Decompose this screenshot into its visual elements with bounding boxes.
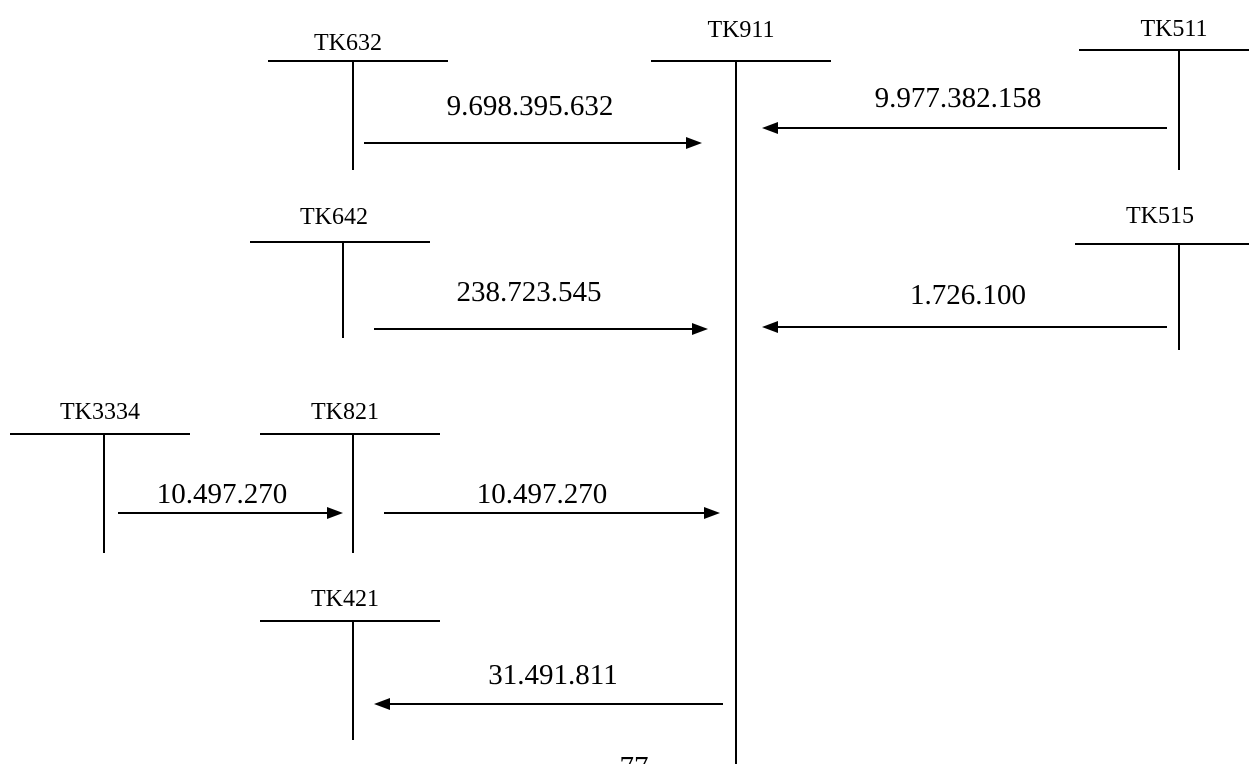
t-account-tk421: TK421	[260, 586, 440, 740]
amount-label-tk3334-tk821: 10.497.270	[157, 478, 288, 510]
t-account-tk511: TK511	[1079, 16, 1249, 170]
amount-label-tk821-tk911: 10.497.270	[477, 478, 608, 510]
t-account-tk632: TK632	[268, 30, 448, 170]
flow-tk821-to-tk911: 10.497.270	[384, 478, 720, 519]
flow-tk3334-to-tk821: 10.497.270	[118, 478, 343, 519]
t-account-tk3334: TK3334	[10, 399, 190, 553]
arrow-head-right	[686, 137, 702, 149]
arrow-head-right	[327, 507, 343, 519]
account-label-tk511: TK511	[1140, 16, 1207, 42]
t-account-tk642: TK642	[250, 204, 430, 338]
arrow-head-left	[762, 321, 778, 333]
account-label-tk821: TK821	[311, 399, 379, 425]
flow-tk642-to-tk911: 238.723.545	[374, 276, 708, 335]
flow-tk911-to-tk421: 31.491.811	[374, 659, 723, 710]
flow-tk515-to-tk911: 1.726.100	[762, 279, 1167, 333]
amount-label-tk911-tk421: 31.491.811	[488, 659, 617, 691]
flow-tk632-to-tk911: 9.698.395.632	[364, 90, 702, 149]
arrow-head-left	[374, 698, 390, 710]
account-label-tk3334: TK3334	[60, 399, 140, 425]
arrow-head-right	[704, 507, 720, 519]
account-label-tk911: TK911	[707, 17, 774, 43]
account-label-tk642: TK642	[300, 204, 368, 230]
arrow-head-left	[762, 122, 778, 134]
t-account-tk515: TK515	[1075, 203, 1249, 350]
account-label-tk632: TK632	[314, 30, 382, 56]
amount-label-tk515-tk911: 1.726.100	[910, 279, 1026, 311]
page-number: 77	[620, 751, 649, 764]
t-account-tk821: TK821	[260, 399, 440, 553]
flow-tk511-to-tk911: 9.977.382.158	[762, 82, 1167, 134]
amount-label-tk642-tk911: 238.723.545	[457, 276, 602, 308]
t-account-tk911: TK911	[651, 17, 831, 764]
account-label-tk421: TK421	[311, 586, 379, 612]
amount-label-tk632-tk911: 9.698.395.632	[447, 90, 614, 122]
amount-label-tk511-tk911: 9.977.382.158	[875, 82, 1042, 114]
arrow-head-right	[692, 323, 708, 335]
account-label-tk515: TK515	[1126, 203, 1194, 229]
